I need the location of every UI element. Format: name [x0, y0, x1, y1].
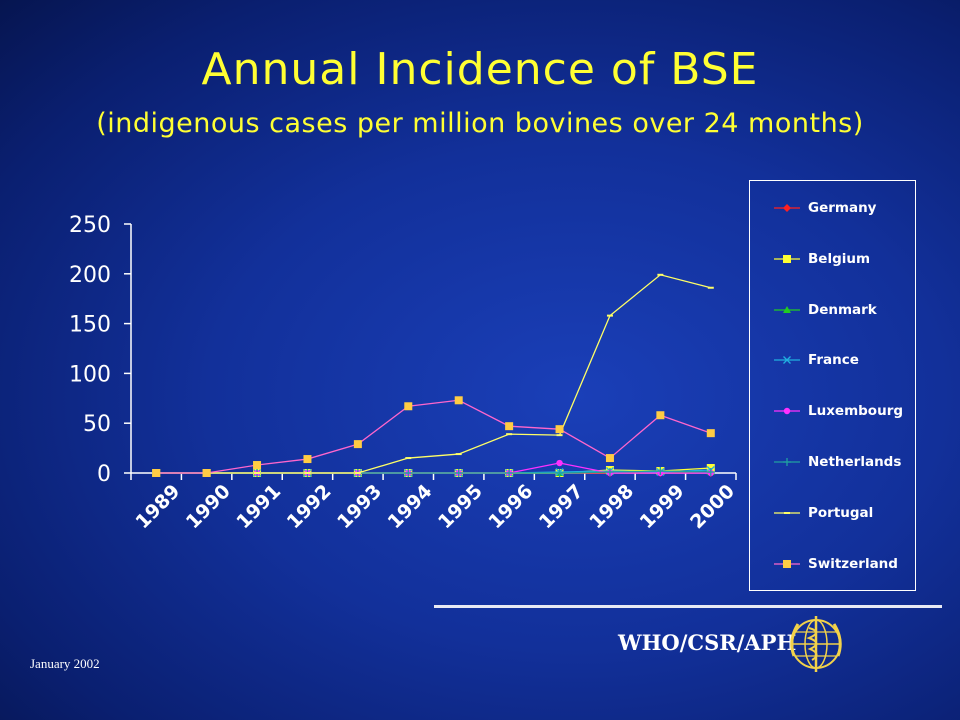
x-tick-label: 1999: [636, 480, 689, 533]
data-point-luxembourg: [556, 459, 563, 467]
data-point-netherlands: [656, 467, 665, 476]
data-point-netherlands: [555, 469, 564, 477]
legend-label-france: France: [808, 352, 859, 369]
x-tick-label: 2000: [686, 480, 739, 533]
data-point-switzerland: [253, 461, 262, 470]
x-tick-label: 1992: [283, 480, 336, 533]
data-point-switzerland: [454, 396, 463, 405]
legend-item-denmark: Denmark: [772, 300, 877, 320]
legend-item-luxembourg: Luxembourg: [772, 401, 903, 421]
legend-swatch-marker: [783, 407, 791, 415]
legend-label-denmark: Denmark: [808, 301, 877, 318]
data-point-switzerland: [353, 440, 362, 449]
legend-swatch-netherlands: [774, 458, 800, 466]
legend-swatch-belgium: [774, 254, 800, 263]
legend-swatch-switzerland: [774, 559, 800, 568]
data-point-netherlands: [605, 468, 614, 477]
data-point-switzerland: [202, 469, 211, 477]
x-tick-label: 1998: [585, 480, 638, 533]
x-tick-label: 1995: [434, 480, 487, 533]
data-point-switzerland: [605, 454, 614, 463]
legend-label-portugal: Portugal: [808, 504, 874, 521]
data-point-switzerland: [505, 422, 514, 431]
legend-item-france: France: [772, 350, 859, 370]
series-line-switzerland: [156, 399, 712, 474]
x-tick-label: 1990: [182, 480, 235, 533]
footer-organization: WHO/CSR/APH: [618, 630, 797, 655]
chart-series: [152, 273, 715, 477]
legend-swatch-marker: [783, 254, 791, 263]
legend-label-luxembourg: Luxembourg: [808, 403, 904, 420]
legend-label-netherlands: Netherlands: [808, 454, 902, 470]
legend-label-switzerland: Switzerland: [808, 555, 898, 572]
data-point-netherlands: [706, 468, 715, 477]
data-point-netherlands: [454, 469, 463, 477]
data-point-switzerland: [555, 425, 564, 434]
legend-item-switzerland: Switzerland: [772, 554, 898, 574]
data-point-switzerland: [656, 411, 665, 420]
data-point-switzerland: [404, 402, 413, 411]
slide-subtitle: (indigenous cases per million bovines ov…: [96, 108, 864, 139]
legend-label-belgium: Belgium: [808, 250, 871, 267]
x-tick-label: 1996: [484, 480, 537, 533]
legend-swatch-marker: [783, 559, 791, 568]
legend-swatch-marker: [783, 204, 791, 212]
chart-legend: Germany Belgium Denmark France Luxembourg Net…: [749, 180, 916, 591]
x-tick-label: 1993: [333, 480, 386, 533]
series-line-portugal: [156, 274, 711, 474]
legend-item-portugal: Portugal: [772, 503, 873, 523]
series-portugal: [153, 273, 714, 474]
chart-axes: 0501001502002501989199019911992199319941…: [69, 213, 739, 533]
x-tick-label: 1991: [232, 480, 285, 533]
footer-divider: [434, 605, 942, 608]
who-emblem-icon: [790, 616, 842, 672]
y-tick-label: 100: [69, 362, 111, 387]
footer-date: January 2002: [30, 656, 100, 671]
y-tick-label: 200: [69, 263, 111, 288]
legend-swatch-france: [774, 356, 800, 365]
legend-swatch-portugal: [774, 511, 800, 514]
legend-swatch-denmark: [774, 305, 800, 313]
y-tick-label: 250: [69, 213, 111, 238]
y-tick-label: 50: [83, 412, 111, 437]
legend-label-germany: Germany: [808, 200, 877, 216]
slide-title: Annual Incidence of BSE: [201, 44, 759, 95]
data-point-switzerland: [152, 469, 161, 477]
legend-item-germany: Germany: [772, 198, 876, 218]
x-tick-label: 1989: [131, 480, 184, 533]
y-tick-label: 0: [97, 462, 111, 487]
y-tick-label: 150: [69, 313, 111, 338]
data-point-netherlands: [404, 469, 413, 477]
legend-item-belgium: Belgium: [772, 249, 870, 269]
legend-swatch-luxembourg: [774, 407, 800, 415]
data-point-netherlands: [505, 469, 514, 477]
x-tick-label: 1994: [384, 480, 437, 533]
legend-swatch-marker: [783, 458, 791, 466]
x-tick-label: 1997: [535, 480, 588, 533]
series-switzerland: [152, 396, 715, 477]
legend-swatch-marker: [783, 305, 791, 313]
legend-swatch-marker: [783, 356, 791, 365]
legend-item-netherlands: Netherlands: [772, 452, 901, 472]
data-point-switzerland: [706, 429, 715, 438]
data-point-switzerland: [303, 455, 312, 464]
legend-swatch-germany: [774, 204, 800, 212]
